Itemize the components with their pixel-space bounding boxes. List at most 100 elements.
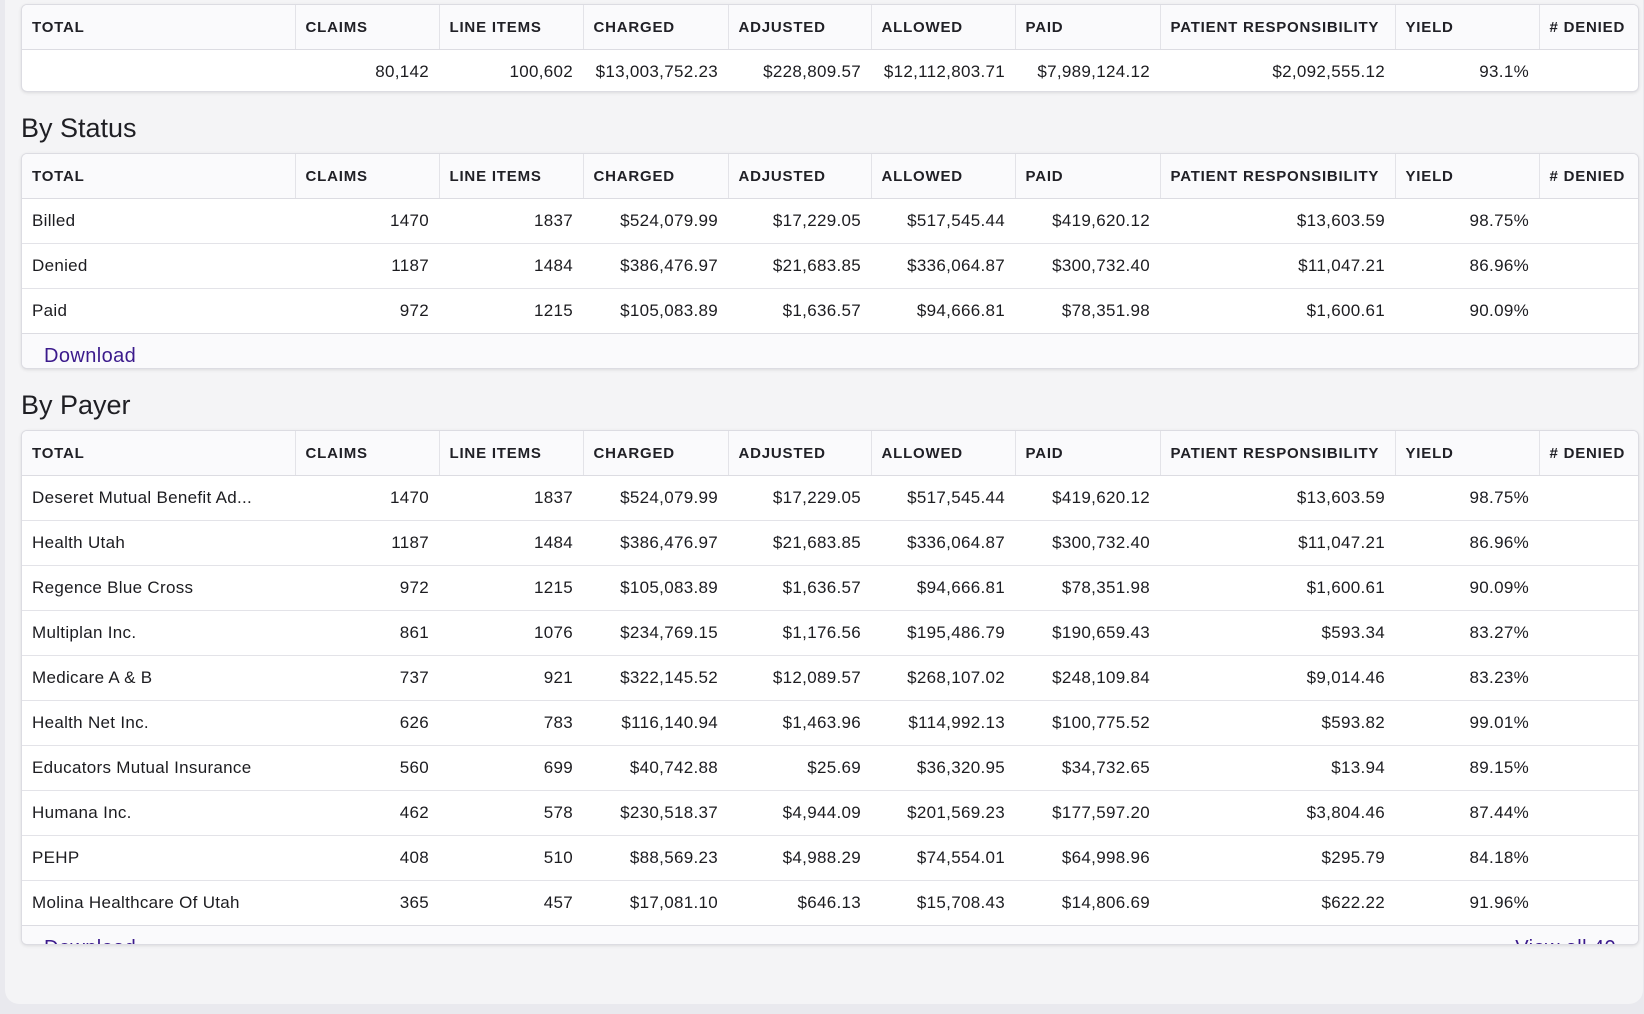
cell-denied xyxy=(1539,289,1638,334)
cell-claims: 1470 xyxy=(295,475,439,521)
total-cell-adjusted: $228,809.57 xyxy=(763,62,861,81)
column-header-paid[interactable]: PAID xyxy=(1015,5,1161,50)
cell-line-items: 783 xyxy=(439,700,583,746)
cell-claims: 408 xyxy=(295,835,439,881)
cell-allowed: $336,064.87 xyxy=(871,243,1015,289)
table-row[interactable]: Deseret Mutual Benefit Ad... 1470 1837 $524… xyxy=(22,475,1638,521)
column-header-total[interactable]: TOTAL xyxy=(22,154,296,199)
cell-charged: $105,083.89 xyxy=(583,565,728,611)
totals-row: 80,142 100,602 $13,003,752.23 $228,809.57 $1… xyxy=(22,50,1638,92)
column-header-line-items[interactable]: LINE ITEMS xyxy=(439,431,584,476)
table-row[interactable]: Regence Blue Cross 972 1215 $105,083.89 $1,6… xyxy=(22,565,1638,611)
by-status-download-link[interactable]: Download xyxy=(44,344,137,367)
cell-total: Deseret Mutual Benefit Ad... xyxy=(22,475,295,521)
column-header-charged[interactable]: CHARGED xyxy=(583,154,729,199)
cell-denied xyxy=(1539,198,1638,244)
cell-patient-responsibility: $1,600.61 xyxy=(1160,565,1395,611)
column-header-charged[interactable]: CHARGED xyxy=(583,5,729,50)
column-header-total[interactable]: TOTAL xyxy=(22,5,296,50)
cell-denied xyxy=(1539,475,1638,521)
cell-claims: 737 xyxy=(295,655,439,701)
view-all-payers-link[interactable]: View all 40 xyxy=(1515,937,1616,945)
totals-table: TOTAL CLAIMS LINE ITEMS CHARGED ADJUSTED ALLO… xyxy=(22,5,1638,92)
cell-charged: $524,079.99 xyxy=(583,198,728,244)
column-header-line-items[interactable]: LINE ITEMS xyxy=(439,154,584,199)
cell-patient-responsibility: $295.79 xyxy=(1160,835,1395,881)
cell-claims: 972 xyxy=(295,565,439,611)
by-status-table-card: TOTAL CLAIMS LINE ITEMS CHARGED ADJUSTED ALLO… xyxy=(21,153,1639,369)
cell-adjusted: $17,229.05 xyxy=(728,198,871,244)
total-cell-total xyxy=(22,50,295,92)
cell-charged: $386,476.97 xyxy=(583,243,728,289)
cell-allowed: $336,064.87 xyxy=(871,520,1015,566)
column-header-adjusted[interactable]: ADJUSTED xyxy=(728,154,872,199)
cell-denied xyxy=(1539,565,1638,611)
cell-claims: 365 xyxy=(399,893,429,912)
by-payer-table: TOTAL CLAIMS LINE ITEMS CHARGED ADJUSTED ALLO… xyxy=(22,431,1638,926)
table-row[interactable]: Medicare A & B 737 921 $322,145.52 $12,089.5… xyxy=(22,655,1638,701)
cell-charged: $234,769.15 xyxy=(583,610,728,656)
cell-line-items: 1837 xyxy=(439,475,583,521)
cell-paid: $419,620.12 xyxy=(1015,475,1160,521)
column-header-claims[interactable]: CLAIMS xyxy=(295,154,440,199)
column-header-total[interactable]: TOTAL xyxy=(22,431,296,476)
column-header-claims[interactable]: CLAIMS xyxy=(295,5,440,50)
column-header-paid[interactable]: PAID xyxy=(1015,431,1161,476)
total-cell-yield: 93.1% xyxy=(1479,62,1529,81)
by-payer-body: Deseret Mutual Benefit Ad... 1470 1837 $524… xyxy=(22,475,1638,926)
total-cell-line-items: 100,602 xyxy=(509,62,573,81)
by-payer-download-link[interactable]: Download xyxy=(44,937,136,945)
table-row[interactable]: Humana Inc. 462 578 $230,518.37 $4,944.09 $20… xyxy=(22,790,1638,836)
cell-total: Humana Inc. xyxy=(22,790,295,836)
column-header-line-items[interactable]: LINE ITEMS xyxy=(439,5,584,50)
cell-claims: 626 xyxy=(295,700,439,746)
table-row[interactable]: Denied 1187 1484 $386,476.97 $21,683.85 $336,… xyxy=(22,243,1638,289)
column-header-allowed[interactable]: ALLOWED xyxy=(871,431,1016,476)
cell-total: Billed xyxy=(22,198,295,244)
column-header-adjusted[interactable]: ADJUSTED xyxy=(728,5,872,50)
table-row[interactable]: PEHP 408 510 $88,569.23 $4,988.29 $74,554.01 $… xyxy=(22,835,1638,881)
cell-denied xyxy=(1539,700,1638,746)
column-header-yield[interactable]: YIELD xyxy=(1395,154,1540,199)
column-header-claims[interactable]: CLAIMS xyxy=(295,431,440,476)
by-status-header-row: TOTAL CLAIMS LINE ITEMS CHARGED ADJUSTED ALLO… xyxy=(22,154,1638,199)
cell-patient-responsibility: $9,014.46 xyxy=(1160,655,1395,701)
column-header-patient-responsibility[interactable]: PATIENT RESPONSIBILITY xyxy=(1160,5,1396,50)
column-header-yield[interactable]: YIELD xyxy=(1395,5,1540,50)
table-row[interactable]: Billed 1470 1837 $524,079.99 $17,229.05 $517,… xyxy=(22,198,1638,244)
column-header-yield[interactable]: YIELD xyxy=(1395,431,1540,476)
table-row[interactable]: Health Utah 1187 1484 $386,476.97 $21,683.85… xyxy=(22,520,1638,566)
cell-paid: $100,775.52 xyxy=(1015,700,1160,746)
table-row[interactable]: Health Net Inc. 626 783 $116,140.94 $1,463.9… xyxy=(22,700,1638,746)
cell-line-items: 457 xyxy=(543,893,573,912)
table-row[interactable]: Educators Mutual Insurance 560 699 $40,742.… xyxy=(22,745,1638,791)
cell-charged: $230,518.37 xyxy=(583,790,728,836)
cell-denied xyxy=(1539,881,1638,926)
cell-allowed: $517,545.44 xyxy=(871,475,1015,521)
column-header-paid[interactable]: PAID xyxy=(1015,154,1161,199)
cell-yield: 89.15% xyxy=(1395,745,1539,791)
cell-allowed: $94,666.81 xyxy=(871,565,1015,611)
cell-patient-responsibility: $13,603.59 xyxy=(1160,475,1395,521)
column-header-denied[interactable]: # DENIED xyxy=(1539,431,1638,476)
cell-allowed: $517,545.44 xyxy=(871,198,1015,244)
table-row[interactable]: Paid 972 1215 $105,083.89 $1,636.57 $94,666.8… xyxy=(22,289,1638,334)
column-header-denied[interactable]: # DENIED xyxy=(1539,154,1638,199)
cell-adjusted: $21,683.85 xyxy=(728,520,871,566)
table-row[interactable]: Multiplan Inc. 861 1076 $234,769.15 $1,176.5… xyxy=(22,610,1638,656)
column-header-adjusted[interactable]: ADJUSTED xyxy=(728,431,872,476)
report-panel: TOTAL CLAIMS LINE ITEMS CHARGED ADJUSTED ALLO… xyxy=(5,0,1643,1004)
table-row[interactable]: Molina Healthcare Of Utah 365 457 $17,081.1… xyxy=(22,881,1638,926)
cell-denied xyxy=(1539,745,1638,791)
column-header-denied[interactable]: # DENIED xyxy=(1539,5,1638,50)
column-header-patient-responsibility[interactable]: PATIENT RESPONSIBILITY xyxy=(1160,431,1396,476)
cell-allowed: $36,320.95 xyxy=(871,745,1015,791)
cell-line-items: 1484 xyxy=(439,243,583,289)
cell-adjusted: $25.69 xyxy=(728,745,871,791)
cell-adjusted: $1,176.56 xyxy=(728,610,871,656)
column-header-charged[interactable]: CHARGED xyxy=(583,431,729,476)
column-header-allowed[interactable]: ALLOWED xyxy=(871,154,1016,199)
column-header-allowed[interactable]: ALLOWED xyxy=(871,5,1016,50)
cell-adjusted: $1,463.96 xyxy=(728,700,871,746)
column-header-patient-responsibility[interactable]: PATIENT RESPONSIBILITY xyxy=(1160,154,1396,199)
